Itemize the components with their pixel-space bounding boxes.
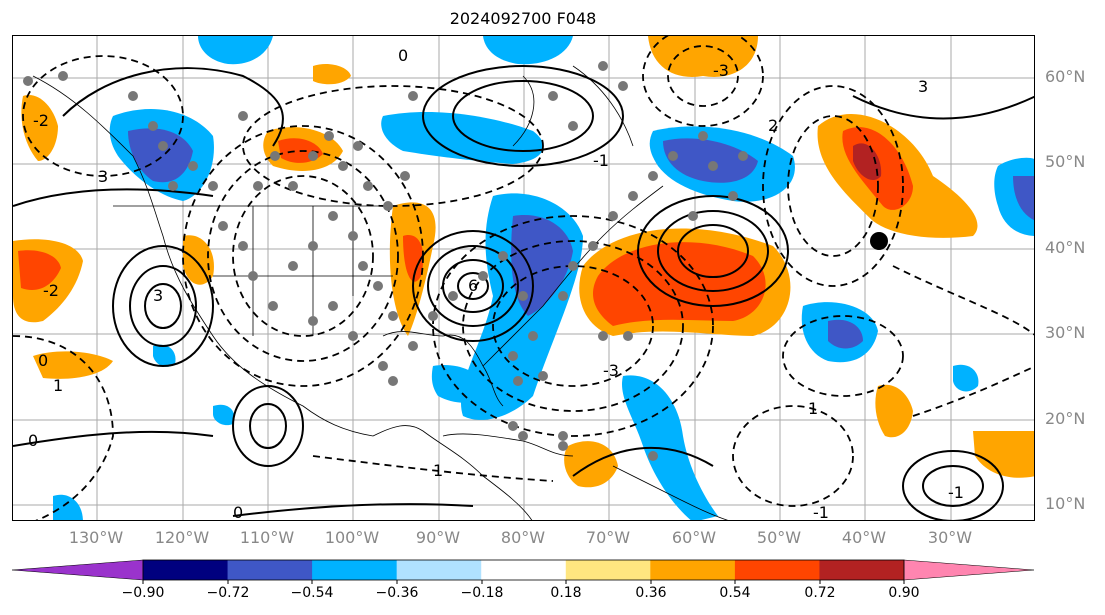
lon-label-40w: 40°W xyxy=(841,528,887,547)
colorbar-tick-marks xyxy=(142,580,905,584)
colorbar-segment xyxy=(819,560,905,580)
lat-label-60n: 60°N xyxy=(1045,67,1086,86)
colorbar-extend-high xyxy=(903,559,1035,581)
svg-text:-2: -2 xyxy=(33,111,49,130)
svg-text:-2: -2 xyxy=(43,281,59,300)
svg-text:-1: -1 xyxy=(948,483,964,502)
lat-label-20n: 20°N xyxy=(1045,409,1086,428)
svg-text:-3: -3 xyxy=(603,361,619,380)
lat-label-10n: 10°N xyxy=(1045,494,1086,513)
colorbar-segment xyxy=(396,560,482,580)
colorbar-tick-label: −0.54 xyxy=(290,585,334,601)
svg-text:1: 1 xyxy=(808,399,818,418)
lat-label-50n: 50°N xyxy=(1045,152,1086,171)
lat-label-30n: 30°N xyxy=(1045,323,1086,342)
colorbar-segment xyxy=(312,560,398,580)
colorbar-tick-label: 0.36 xyxy=(635,585,667,601)
colorbar-outline xyxy=(142,559,905,581)
svg-text:0: 0 xyxy=(233,503,243,521)
map-frame: 0 3 3 -1 -2 -3 3 2 -1 -3 0 6 1 0 -1 -2 1… xyxy=(12,35,1035,521)
map-title: 2024092700 F048 xyxy=(449,9,597,28)
shaded-field xyxy=(13,36,1034,520)
colorbar-tick-label: −0.72 xyxy=(206,585,250,601)
contour-labels: 0 3 3 -1 -2 -3 3 2 -1 -3 0 6 1 0 -1 -2 1… xyxy=(28,46,964,521)
lon-label-30w: 30°W xyxy=(927,528,973,547)
lat-label-40n: 40°N xyxy=(1045,238,1086,257)
svg-text:-1: -1 xyxy=(593,151,609,170)
lon-label-120w: 120°W xyxy=(154,528,210,547)
svg-text:1: 1 xyxy=(433,461,443,480)
lon-label-90w: 90°W xyxy=(415,528,461,547)
svg-text:-1: -1 xyxy=(813,503,829,521)
map-canvas: 0 3 3 -1 -2 -3 3 2 -1 -3 0 6 1 0 -1 -2 1… xyxy=(13,36,1034,521)
lon-label-60w: 60°W xyxy=(671,528,717,547)
colorbar-tick-label: 0.72 xyxy=(804,585,836,601)
colorbar-segment xyxy=(565,560,651,580)
lon-label-110w: 110°W xyxy=(239,528,295,547)
colorbar xyxy=(11,559,1035,584)
lon-label-50w: 50°W xyxy=(756,528,802,547)
lon-label-70w: 70°W xyxy=(585,528,631,547)
svg-text:3: 3 xyxy=(98,167,108,186)
svg-text:1: 1 xyxy=(53,376,63,395)
lon-label-100w: 100°W xyxy=(324,528,380,547)
dashed-contours xyxy=(13,36,1034,520)
colorbar-tick-label: 0.18 xyxy=(550,585,582,601)
svg-text:3: 3 xyxy=(153,286,163,305)
colorbar-tick-label: 0.90 xyxy=(888,585,920,601)
colorbar-segment xyxy=(481,560,567,580)
colorbar-extend-low xyxy=(11,559,144,581)
colorbar-tick-label: −0.36 xyxy=(375,585,419,601)
svg-text:3: 3 xyxy=(918,77,928,96)
station-dots xyxy=(23,61,748,461)
svg-text:0: 0 xyxy=(28,431,38,450)
solid-contours xyxy=(13,65,1034,520)
colorbar-segment xyxy=(227,560,313,580)
lon-label-130w: 130°W xyxy=(68,528,124,547)
lon-label-80w: 80°W xyxy=(500,528,546,547)
svg-text:0: 0 xyxy=(38,351,48,370)
svg-text:-3: -3 xyxy=(713,61,729,80)
svg-text:6: 6 xyxy=(468,276,478,295)
marker-dot xyxy=(870,232,888,250)
colorbar-segments xyxy=(11,559,1035,581)
svg-text:2: 2 xyxy=(768,116,778,135)
colorbar-tick-label: −0.90 xyxy=(121,585,165,601)
colorbar-segment xyxy=(650,560,736,580)
colorbar-tick-label: −0.18 xyxy=(460,585,504,601)
colorbar-segment xyxy=(143,560,229,580)
colorbar-segment xyxy=(734,560,820,580)
svg-text:0: 0 xyxy=(398,46,408,65)
colorbar-tick-label: 0.54 xyxy=(719,585,751,601)
